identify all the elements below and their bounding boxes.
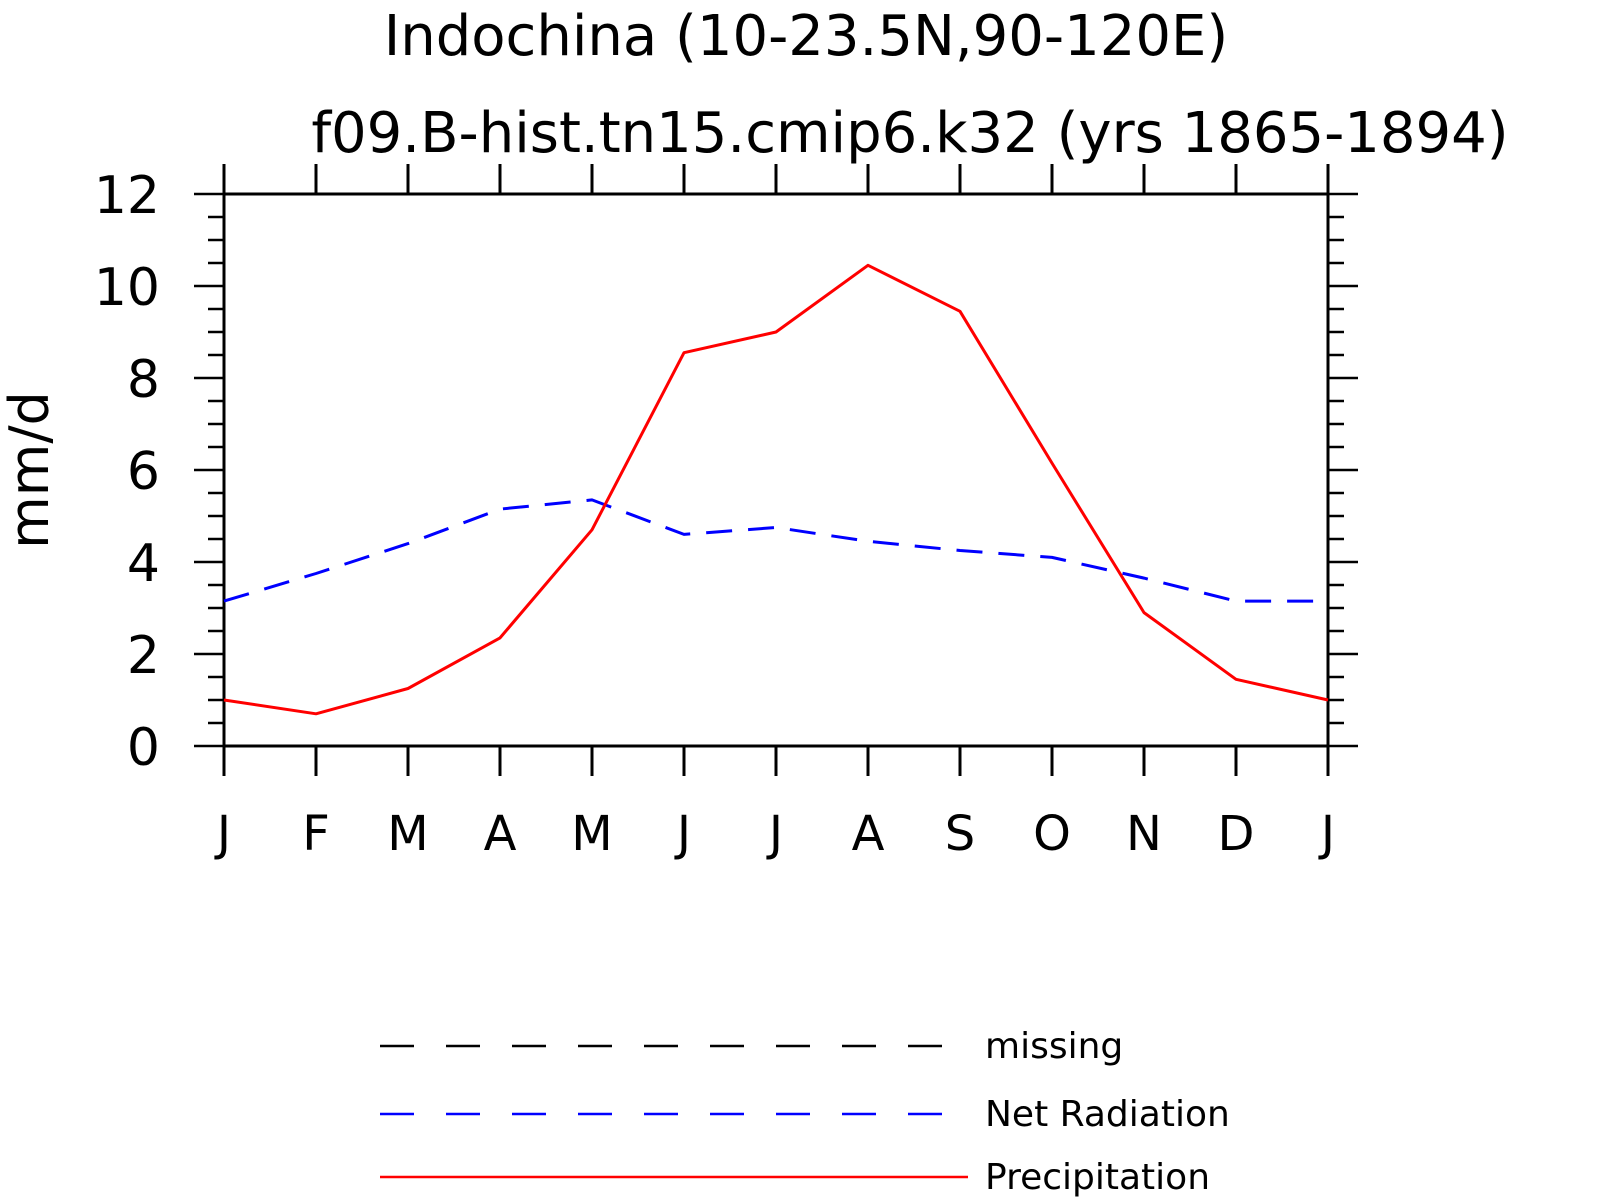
y-tick-label: 12 bbox=[94, 166, 160, 226]
x-tick-label: A bbox=[484, 806, 517, 862]
legend: missing Net Radiation Precipitation bbox=[380, 1026, 1230, 1198]
y-tick-labels: 0 2 4 6 8 10 12 bbox=[94, 166, 160, 778]
plot-frame bbox=[222, 192, 1330, 748]
x-tick-label: F bbox=[302, 806, 330, 862]
y-tick-label: 8 bbox=[127, 350, 160, 410]
y-tick-label: 6 bbox=[127, 442, 160, 502]
y-tick-label: 10 bbox=[94, 258, 160, 318]
x-tick-label: J bbox=[674, 806, 691, 862]
x-tick-label: S bbox=[945, 806, 975, 862]
x-tick-label: M bbox=[571, 806, 612, 862]
x-tick-label: A bbox=[852, 806, 885, 862]
y-tick-label: 4 bbox=[127, 534, 160, 594]
x-tick-label: D bbox=[1218, 806, 1255, 862]
legend-label: missing bbox=[985, 1026, 1123, 1067]
axis-ticks bbox=[194, 164, 1358, 776]
plot-area-border bbox=[222, 192, 1330, 748]
x-tick-label: J bbox=[766, 806, 783, 862]
y-tick-label: 2 bbox=[127, 626, 160, 686]
x-tick-label: J bbox=[1318, 806, 1335, 862]
chart-subtitle: f09.B-hist.tn15.cmip6.k32 (yrs 1865-1894… bbox=[311, 101, 1508, 166]
legend-label: Net Radiation bbox=[985, 1094, 1230, 1135]
x-tick-label: N bbox=[1126, 806, 1162, 862]
series-line-precipitation bbox=[223, 263, 1329, 716]
legend-label: Precipitation bbox=[985, 1157, 1210, 1198]
series-lines bbox=[223, 263, 1329, 716]
x-tick-label: O bbox=[1033, 806, 1071, 862]
y-axis-label: mm/d bbox=[0, 391, 61, 549]
y-tick-label: 0 bbox=[127, 718, 160, 778]
chart-title: Indochina (10-23.5N,90-120E) bbox=[384, 4, 1229, 69]
x-tick-label: J bbox=[214, 806, 231, 862]
x-tick-label: M bbox=[387, 806, 428, 862]
series-line-net-radiation bbox=[223, 498, 1328, 603]
